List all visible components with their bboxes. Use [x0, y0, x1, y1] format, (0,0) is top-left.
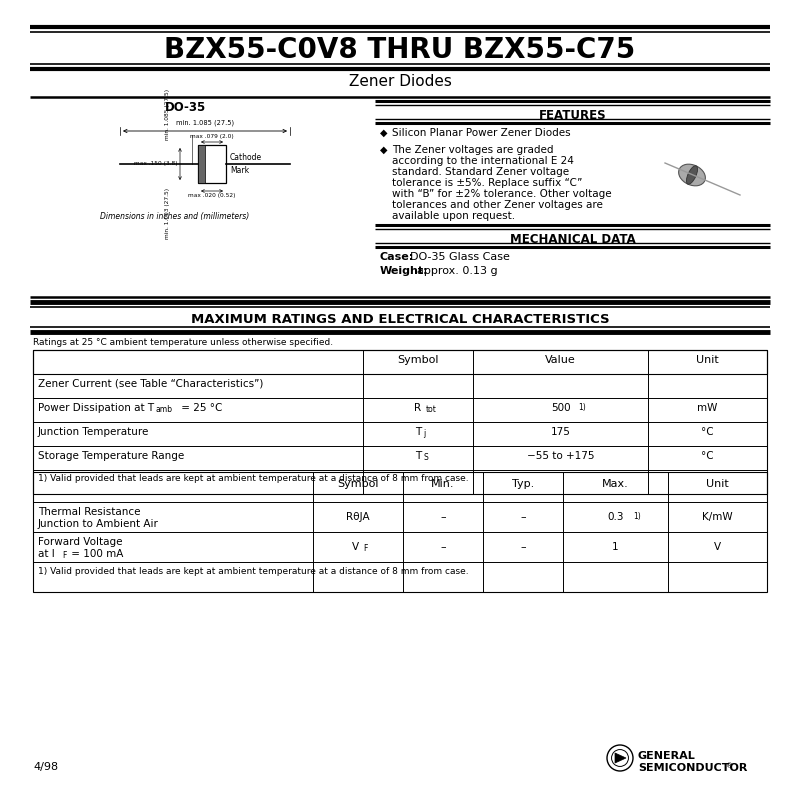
- Text: Ratings at 25 °C ambient temperature unless otherwise specified.: Ratings at 25 °C ambient temperature unl…: [33, 338, 333, 347]
- Text: °C: °C: [701, 451, 714, 461]
- Text: = 100 mA: = 100 mA: [68, 549, 123, 559]
- Text: F: F: [363, 544, 367, 553]
- Text: 1) Valid provided that leads are kept at ambient temperature at a distance of 8 : 1) Valid provided that leads are kept at…: [38, 567, 469, 576]
- Text: –: –: [440, 542, 446, 552]
- Text: SEMICONDUCTOR: SEMICONDUCTOR: [638, 763, 747, 773]
- Text: T: T: [415, 451, 421, 461]
- Text: available upon request.: available upon request.: [392, 211, 515, 221]
- Text: tot: tot: [426, 405, 437, 414]
- Text: Unit: Unit: [706, 479, 729, 489]
- Text: amb: amb: [156, 405, 173, 414]
- Text: ®: ®: [726, 763, 733, 769]
- Text: T: T: [415, 427, 421, 437]
- Text: Zener Diodes: Zener Diodes: [349, 74, 451, 89]
- Text: max .079 (2.0): max .079 (2.0): [190, 134, 234, 139]
- Text: MAXIMUM RATINGS AND ELECTRICAL CHARACTERISTICS: MAXIMUM RATINGS AND ELECTRICAL CHARACTER…: [190, 313, 610, 326]
- Text: Weight:: Weight:: [380, 266, 429, 276]
- Text: max .150 (3.8): max .150 (3.8): [134, 162, 178, 166]
- Text: min. 1.003 (27.5): min. 1.003 (27.5): [166, 188, 170, 239]
- Text: DO-35: DO-35: [164, 101, 206, 114]
- Text: at I: at I: [38, 549, 54, 559]
- Text: Symbol: Symbol: [398, 355, 438, 365]
- Text: max .020 (0.52): max .020 (0.52): [188, 193, 236, 198]
- Text: –: –: [520, 542, 526, 552]
- Text: Symbol: Symbol: [338, 479, 378, 489]
- Text: Dimensions in inches and (millimeters): Dimensions in inches and (millimeters): [100, 212, 250, 221]
- Text: Max.: Max.: [602, 479, 629, 489]
- Bar: [33, 350, 767, 494]
- Text: DO-35 Glass Case: DO-35 Glass Case: [410, 252, 510, 262]
- Text: FEATURES: FEATURES: [538, 109, 606, 122]
- Text: approx. 0.13 g: approx. 0.13 g: [417, 266, 498, 276]
- Text: Storage Temperature Range: Storage Temperature Range: [38, 451, 184, 461]
- Text: The Zener voltages are graded: The Zener voltages are graded: [392, 145, 554, 155]
- Bar: [33, 472, 767, 592]
- Text: Min.: Min.: [431, 479, 454, 489]
- Bar: [198, 145, 205, 183]
- Text: V: V: [714, 542, 721, 552]
- Text: Power Dissipation at T: Power Dissipation at T: [38, 403, 154, 413]
- Text: 1): 1): [578, 403, 586, 412]
- Text: min. 1.085 (27.5): min. 1.085 (27.5): [166, 89, 170, 140]
- Text: Mark: Mark: [230, 166, 249, 175]
- Text: tolerances and other Zener voltages are: tolerances and other Zener voltages are: [392, 200, 603, 210]
- Text: S: S: [423, 453, 428, 462]
- Text: 4/98: 4/98: [33, 762, 58, 772]
- Text: Value: Value: [545, 355, 576, 365]
- Text: 1: 1: [612, 542, 619, 552]
- Polygon shape: [615, 753, 626, 763]
- Text: −55 to +175: −55 to +175: [526, 451, 594, 461]
- Text: 175: 175: [550, 427, 570, 437]
- Text: Forward Voltage: Forward Voltage: [38, 537, 122, 547]
- Text: R: R: [414, 403, 422, 413]
- Text: ◆: ◆: [380, 145, 387, 155]
- Text: Junction Temperature: Junction Temperature: [38, 427, 150, 437]
- Text: = 25 °C: = 25 °C: [178, 403, 222, 413]
- Text: tolerance is ±5%. Replace suffix “C”: tolerance is ±5%. Replace suffix “C”: [392, 178, 582, 188]
- Text: Cathode: Cathode: [230, 153, 262, 162]
- Bar: [198, 145, 226, 183]
- Text: Typ.: Typ.: [512, 479, 534, 489]
- Bar: [33, 350, 767, 374]
- Ellipse shape: [686, 166, 698, 184]
- Text: 1) Valid provided that leads are kept at ambient temperature at a distance of 8 : 1) Valid provided that leads are kept at…: [38, 474, 469, 483]
- Text: –: –: [440, 512, 446, 522]
- Text: Unit: Unit: [696, 355, 719, 365]
- Text: according to the international E 24: according to the international E 24: [392, 156, 574, 166]
- Text: mW: mW: [698, 403, 718, 413]
- Text: standard. Standard Zener voltage: standard. Standard Zener voltage: [392, 167, 569, 177]
- Text: F: F: [62, 551, 66, 560]
- Text: ◆: ◆: [380, 128, 387, 138]
- Text: MECHANICAL DATA: MECHANICAL DATA: [510, 233, 635, 246]
- Text: 0.3: 0.3: [607, 512, 624, 522]
- Text: Case:: Case:: [380, 252, 414, 262]
- Text: Thermal Resistance: Thermal Resistance: [38, 507, 141, 517]
- Text: GENERAL: GENERAL: [638, 751, 696, 761]
- Text: Junction to Ambient Air: Junction to Ambient Air: [38, 519, 159, 529]
- Text: Zener Current (see Table “Characteristics”): Zener Current (see Table “Characteristic…: [38, 379, 263, 389]
- Text: 1): 1): [634, 512, 642, 521]
- Text: RθJA: RθJA: [346, 512, 370, 522]
- Text: –: –: [520, 512, 526, 522]
- Text: with “B” for ±2% tolerance. Other voltage: with “B” for ±2% tolerance. Other voltag…: [392, 189, 612, 199]
- Text: Silicon Planar Power Zener Diodes: Silicon Planar Power Zener Diodes: [392, 128, 570, 138]
- Ellipse shape: [678, 164, 706, 186]
- Text: j: j: [423, 429, 426, 438]
- Text: 500: 500: [550, 403, 570, 413]
- Text: min. 1.085 (27.5): min. 1.085 (27.5): [176, 119, 234, 126]
- Text: V: V: [351, 542, 358, 552]
- Text: BZX55-C0V8 THRU BZX55-C75: BZX55-C0V8 THRU BZX55-C75: [164, 36, 636, 64]
- Text: °C: °C: [701, 427, 714, 437]
- Text: K/mW: K/mW: [702, 512, 733, 522]
